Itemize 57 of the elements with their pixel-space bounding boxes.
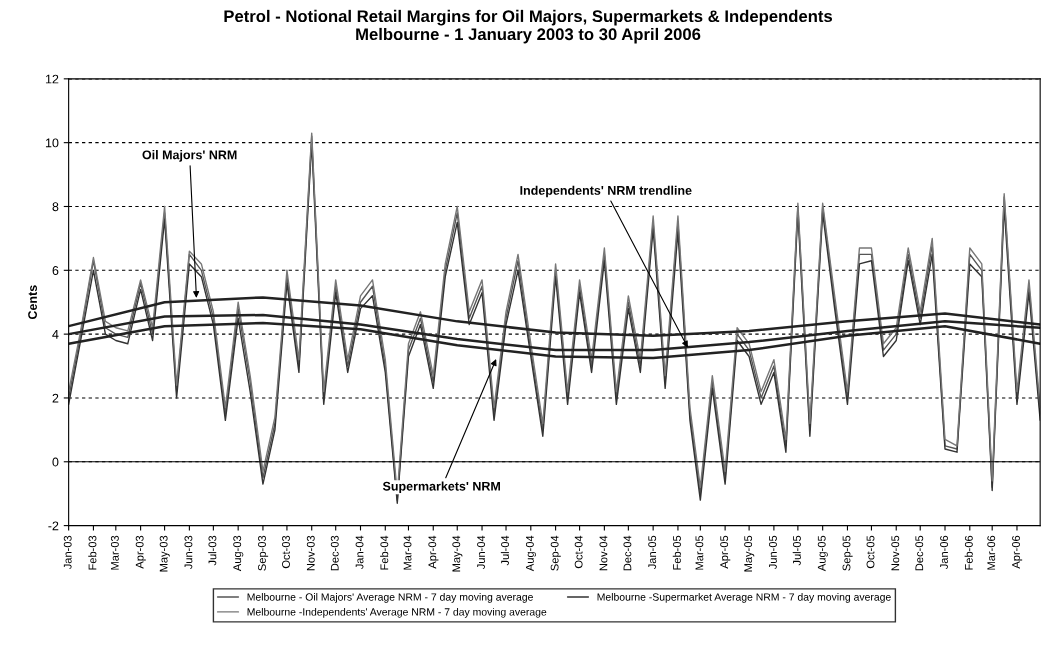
x-tick-label: Jan-05 — [648, 535, 657, 570]
x-tick-label: May-05 — [744, 535, 755, 572]
x-tick-label: Dec-03 — [330, 535, 339, 571]
y-tick-label: 4 — [52, 330, 59, 339]
y-tick-label: 0 — [52, 457, 59, 467]
annotation: Oil Majors' NRM — [142, 150, 237, 162]
x-tick-label: May-03 — [159, 535, 170, 572]
x-tick-label: Jul-04 — [500, 535, 510, 566]
x-tick-label: Aug-04 — [525, 535, 536, 572]
x-tick-label: Oct-03 — [282, 535, 290, 569]
x-tick-label: Feb-05 — [672, 535, 681, 570]
x-tick-label: Apr-03 — [135, 535, 146, 569]
chart-subtitle: Melbourne - 1 January 2003 to 30 April 2006 — [356, 27, 701, 44]
x-tick-label: Aug-03 — [233, 535, 244, 572]
x-tick-label: Jun-03 — [184, 535, 193, 570]
x-tick-label: Feb-06 — [964, 535, 973, 570]
x-tick-label: Apr-04 — [428, 535, 439, 569]
y-tick-label: 12 — [45, 74, 59, 84]
x-tick-label: Jun-04 — [477, 535, 486, 570]
annotation: Independents' NRM trendline — [520, 185, 692, 198]
y-tick-label: 2 — [52, 393, 59, 403]
x-tick-label: Feb-03 — [88, 535, 97, 570]
x-tick-label: Jul-05 — [792, 535, 801, 566]
x-tick-label: Dec-04 — [623, 535, 632, 571]
x-tick-label: Oct-05 — [866, 535, 875, 569]
chart-title: Petrol - Notional Retail Margins for Oil Majors, Supermarkets & Independents — [224, 9, 833, 26]
x-tick-label: Mar-06 — [987, 535, 996, 570]
x-tick-label: Mar-03 — [110, 535, 119, 570]
x-tick-label: Apr-05 — [720, 535, 731, 569]
x-tick-label: May-04 — [452, 535, 463, 572]
legend-label: Melbourne - Oil Majors' Average NRM - 7 day moving average — [247, 593, 533, 603]
y-tick-label: 10 — [45, 138, 59, 148]
x-tick-label: Jan-03 — [63, 535, 72, 570]
x-tick-label: Jan-06 — [940, 535, 948, 570]
x-tick-label: Aug-05 — [817, 535, 828, 572]
x-tick-label: Jan-04 — [355, 535, 364, 570]
x-tick-label: Feb-04 — [380, 535, 389, 570]
x-tick-label: Jul-03 — [208, 535, 217, 566]
x-tick-label: Nov-03 — [306, 535, 315, 571]
y-tick-label: 6 — [52, 266, 59, 275]
x-tick-label: Jun-05 — [769, 535, 777, 570]
x-tick-label: Sep-04 — [550, 535, 561, 571]
y-tick-label: -2 — [48, 521, 59, 531]
x-tick-label: Apr-06 — [1012, 535, 1023, 569]
x-tick-label: Sep-03 — [258, 535, 269, 571]
x-tick-label: Dec-05 — [915, 535, 924, 571]
annotation: Supermarkets' NRM — [382, 481, 500, 494]
y-axis-title: Cents — [28, 285, 37, 320]
x-tick-label: Oct-04 — [574, 535, 583, 569]
x-tick-label: Sep-05 — [842, 535, 853, 571]
x-tick-label: Nov-04 — [599, 535, 608, 571]
x-tick-label: Mar-04 — [403, 535, 412, 570]
legend-label: Melbourne -Supermarket Average NRM - 7 day moving average — [597, 593, 891, 603]
legend-label: Melbourne -Independents' Average NRM - 7 day moving average — [247, 607, 547, 618]
y-tick-label: 8 — [52, 202, 59, 212]
x-tick-label: Mar-05 — [695, 535, 704, 570]
x-tick-label: Nov-05 — [891, 535, 900, 571]
